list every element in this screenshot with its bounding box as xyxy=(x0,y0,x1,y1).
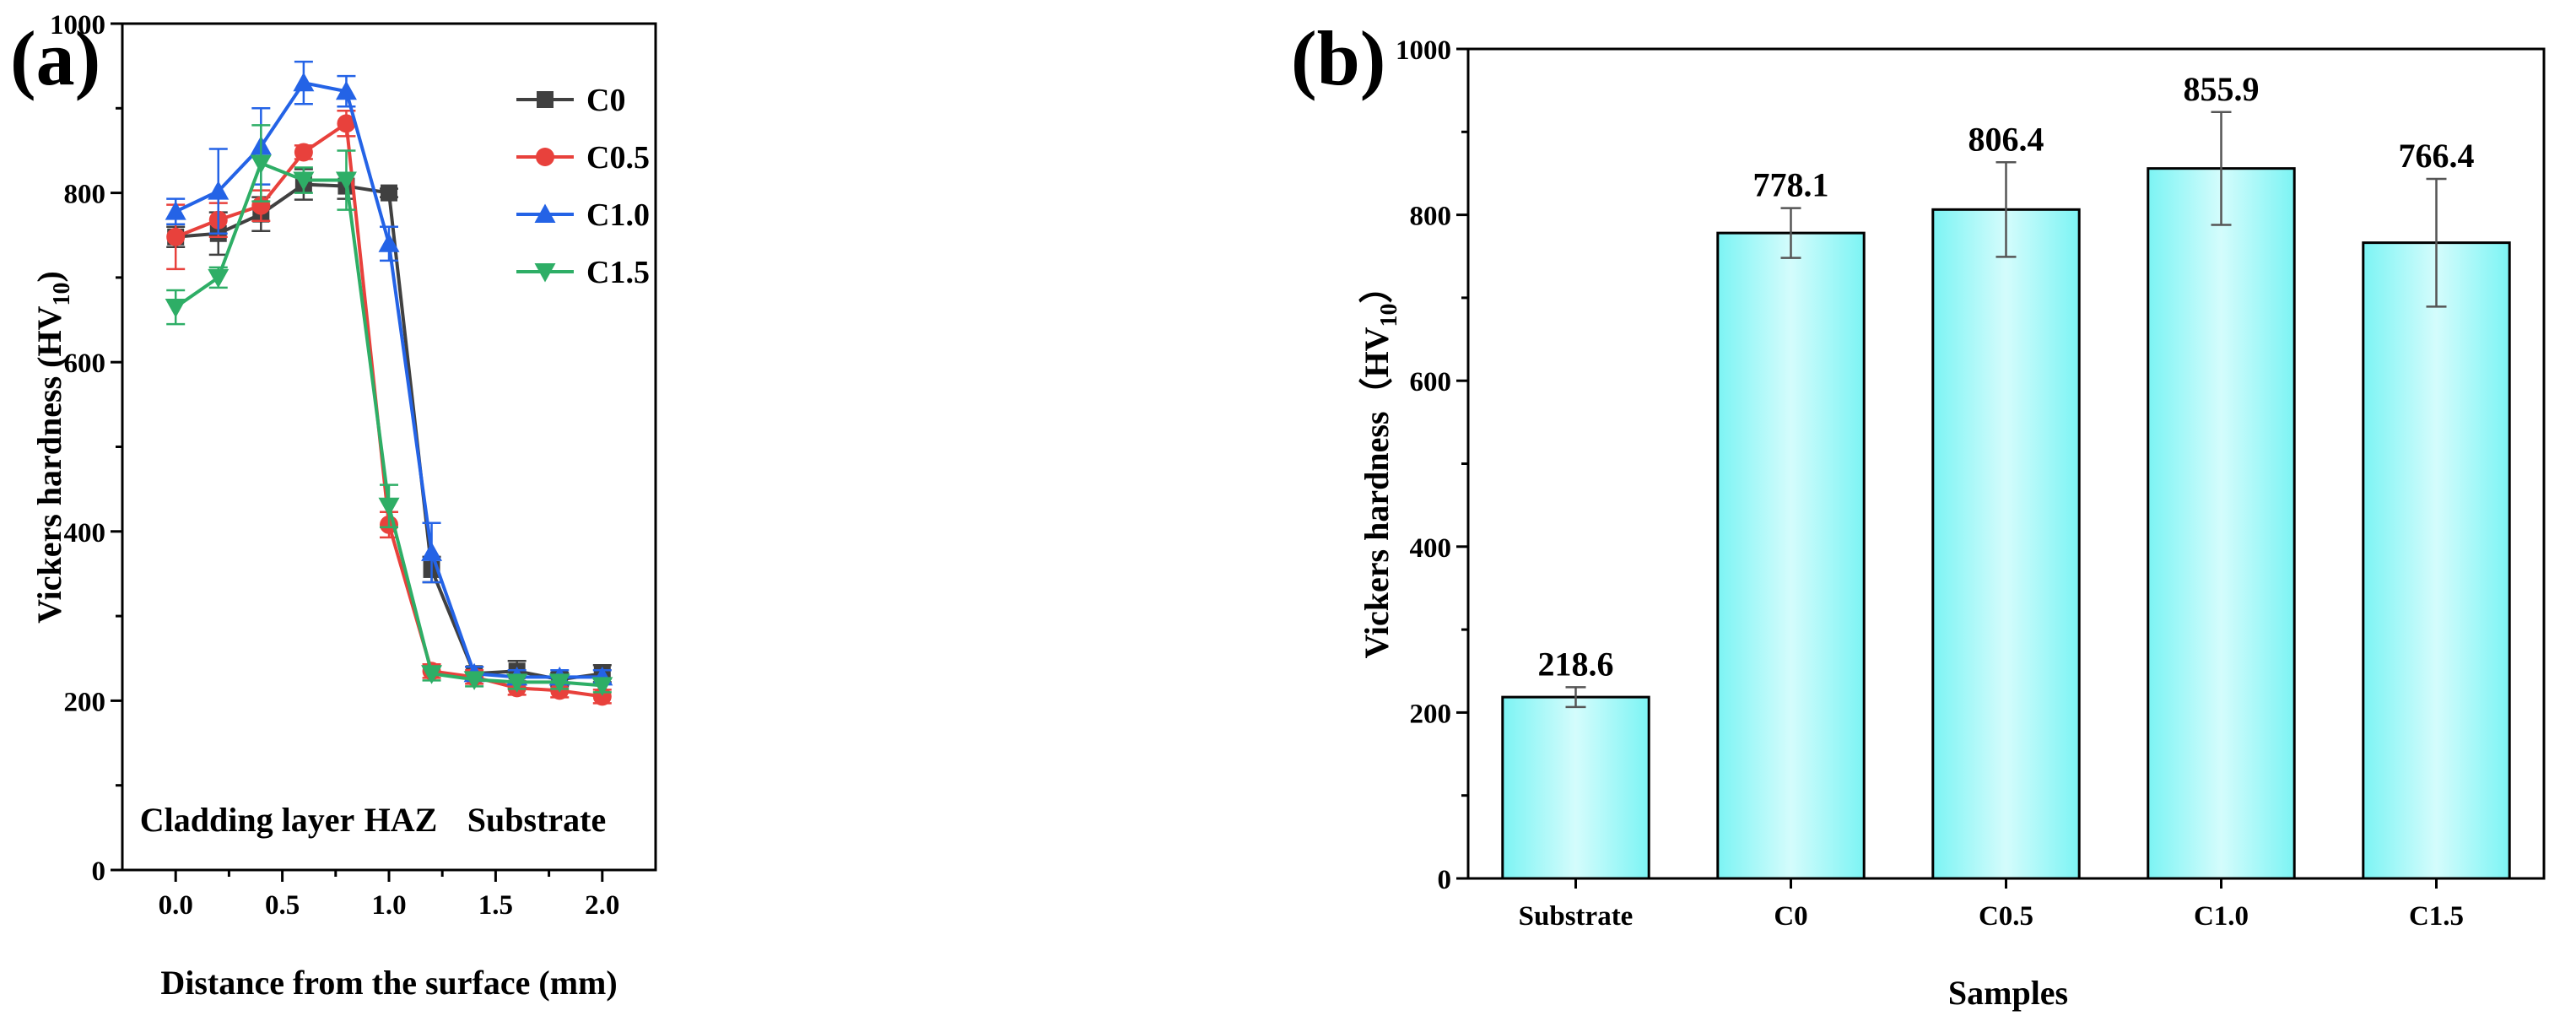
bar-value-label: 766.4 xyxy=(2399,137,2475,175)
series-C1.5 xyxy=(165,124,613,696)
data-point xyxy=(166,227,186,246)
y-tick-label-b: 400 xyxy=(1410,533,1452,564)
data-point xyxy=(208,181,230,200)
data-point xyxy=(294,143,313,162)
bar xyxy=(1931,208,2081,880)
data-point xyxy=(165,299,186,318)
x-tick-label-a: 0.5 xyxy=(265,890,300,921)
region-label-haz: HAZ xyxy=(365,801,438,839)
x-tick-label-b: C0 xyxy=(1774,901,1807,932)
y-tick-label-b: 600 xyxy=(1410,367,1452,397)
region-label-cladding: Cladding layer xyxy=(140,801,354,839)
bar-group-C0: 778.1 xyxy=(1716,166,1866,880)
bar xyxy=(1501,695,1650,880)
legend-label: C0 xyxy=(586,83,625,118)
data-point xyxy=(293,171,315,192)
series-line xyxy=(175,80,602,679)
plot-frame-a xyxy=(121,22,657,872)
panel-label-a: (a) xyxy=(10,15,100,101)
data-point xyxy=(381,184,397,202)
panel-label-b: (b) xyxy=(1291,15,1385,101)
data-point xyxy=(165,201,186,220)
x-tick-label-b: C0.5 xyxy=(1979,901,2033,932)
line-series-group xyxy=(165,60,613,706)
bar-group-C1.5: 766.4 xyxy=(2362,137,2511,880)
data-point xyxy=(421,665,443,684)
legend-marker xyxy=(537,91,554,108)
axis-ticks-a: 0.0 0.5 1.0 1.5 2.0 0 200 400 600 800 1000 xyxy=(50,10,619,921)
bar-value-label: 778.1 xyxy=(1753,166,1829,204)
bar-group-Substrate: 218.6 xyxy=(1501,645,1650,880)
y-tick-label-a: 0 xyxy=(92,856,106,887)
legend-label: C0.5 xyxy=(586,140,650,176)
x-tick-label-b: C1.0 xyxy=(2194,901,2249,932)
y-tick-label-a: 400 xyxy=(64,518,106,548)
bar-series-group: 218.6 778.1 806.4 855.9 766.4 xyxy=(1501,70,2511,880)
y-tick-label-b: 800 xyxy=(1410,202,1452,232)
x-tick-label-a: 1.5 xyxy=(478,890,513,921)
y-tick-label-b: 1000 xyxy=(1396,35,1451,66)
bar-group-C1.0: 855.9 xyxy=(2147,70,2296,880)
data-point xyxy=(506,673,528,693)
x-tick-label-b: C1.5 xyxy=(2409,901,2464,932)
data-point xyxy=(335,80,357,100)
data-point xyxy=(463,671,485,690)
y-tick-label-a: 1000 xyxy=(50,10,105,41)
x-tick-label-a: 1.0 xyxy=(371,890,406,921)
x-axis-title-a: Distance from the surface (mm) xyxy=(160,964,617,1002)
data-point xyxy=(378,497,400,517)
y-axis-title-b: Vickers hardness（HV10） xyxy=(1358,270,1402,659)
data-point xyxy=(591,677,613,696)
legend-label: C1.0 xyxy=(586,197,650,233)
axis-ticks-b: 0 200 400 600 800 1000 Substrate C0 C0.5 C1.0 C1.5 xyxy=(1396,35,2464,932)
y-tick-label-a: 200 xyxy=(64,687,106,717)
bar-value-label: 855.9 xyxy=(2184,70,2260,108)
bar xyxy=(2362,241,2511,880)
y-axis-title-a: Vickers hardness (HV10) xyxy=(30,271,75,624)
y-tick-label-b: 200 xyxy=(1410,699,1452,729)
data-point xyxy=(208,268,230,289)
x-tick-label-a: 2.0 xyxy=(585,890,619,921)
data-point xyxy=(378,233,400,252)
line-chart-panel: (a) 0.0 0.5 1.0 1.5 2.0 0 200 400 600 800 1000 Cla… xyxy=(10,10,657,1002)
bar-value-label: 218.6 xyxy=(1538,645,1614,683)
bar-group-C0.5: 806.4 xyxy=(1931,120,2081,880)
data-point xyxy=(293,72,315,92)
bar-chart-panel: (b) 0 200 400 600 800 1000 Substrate C0 C0.5 C1.0… xyxy=(1291,15,2546,1012)
y-tick-label-b: 0 xyxy=(1438,865,1452,895)
region-label-substrate: Substrate xyxy=(467,801,606,839)
data-point xyxy=(421,542,443,561)
y-tick-label-a: 800 xyxy=(64,180,106,210)
series-line xyxy=(175,120,603,699)
x-tick-label-a: 0.0 xyxy=(159,890,193,921)
bar xyxy=(1716,231,1866,880)
legend-label: C1.5 xyxy=(586,255,650,290)
legend-marker xyxy=(534,203,556,223)
data-point xyxy=(335,171,357,192)
y-tick-label-a: 600 xyxy=(64,349,106,379)
x-tick-label-b: Substrate xyxy=(1519,901,1634,932)
x-axis-title-b: Samples xyxy=(1948,974,2068,1012)
bar-value-label: 806.4 xyxy=(1968,120,2044,158)
legend-marker xyxy=(536,148,554,166)
legend-marker xyxy=(534,263,556,283)
legend: C0 C0.5 C1.0 C1.5 xyxy=(516,83,650,290)
data-point xyxy=(250,154,272,174)
bar xyxy=(2147,167,2296,880)
data-point xyxy=(548,673,570,693)
data-point xyxy=(337,114,356,133)
series-C1.0 xyxy=(165,60,613,686)
